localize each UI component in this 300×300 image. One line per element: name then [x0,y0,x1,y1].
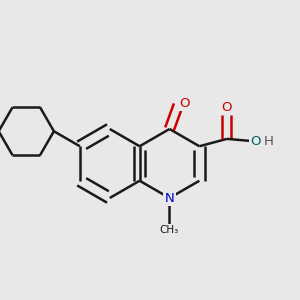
Text: N: N [165,191,174,205]
Text: O: O [222,101,232,114]
Text: O: O [180,97,190,110]
Text: H: H [263,135,273,148]
Text: CH₃: CH₃ [160,225,179,235]
Text: O: O [250,135,261,148]
